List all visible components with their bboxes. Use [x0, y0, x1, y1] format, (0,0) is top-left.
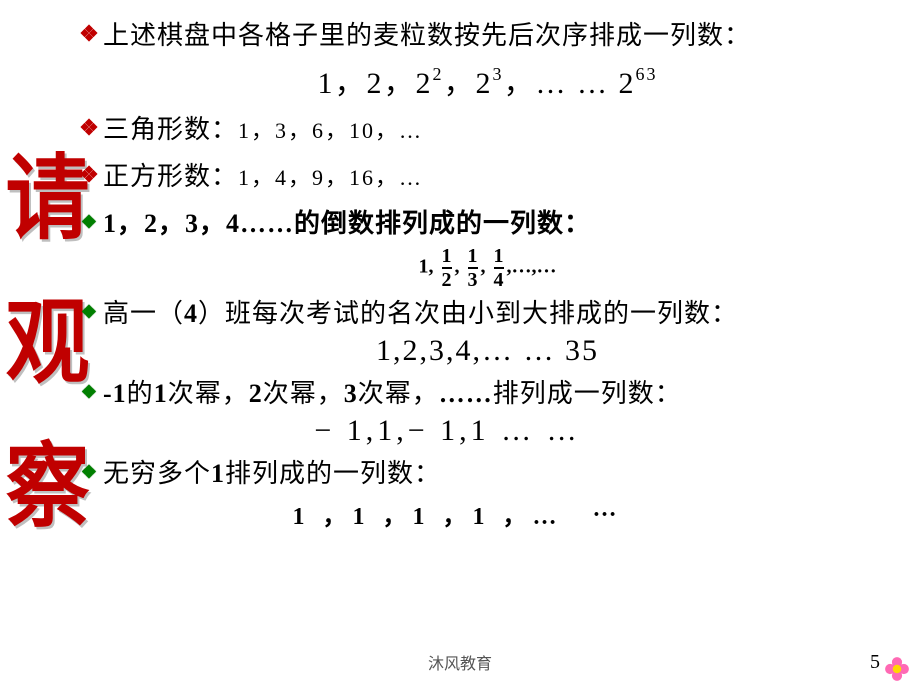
f1-p4: ，… … 2 — [504, 67, 636, 100]
slide: 请 观 察 ❖ 上述棋盘中各格子里的麦粒数按先后次序排成一列数： 1，2，22，… — [0, 0, 920, 690]
text-class-rank: 高一（4）班每次考试的名次由小到大排成的一列数： — [103, 296, 738, 332]
formula-all-ones: 1 ，1 ，1 ，1 ，… … — [15, 496, 900, 531]
text-chessboard: 上述棋盘中各格子里的麦粒数按先后次序排成一列数： — [103, 18, 751, 54]
bullet-red-icon: ❖ — [75, 112, 103, 144]
frac-1-2: 12 — [442, 246, 452, 290]
f1-p0: 1，2，2 — [318, 67, 433, 100]
text-reciprocals: 1，2，3，4……的倒数排列成的一列数： — [103, 206, 591, 242]
text-all-ones: 无穷多个1排列成的一列数： — [103, 456, 441, 492]
line-reciprocals: ❖ 1，2，3，4……的倒数排列成的一列数： — [75, 206, 900, 242]
seq-triangle: 1，3，6，10，… — [238, 118, 423, 143]
f1-s2: 3 — [493, 64, 504, 84]
label-triangle-text: 三角形数： — [103, 115, 238, 144]
bullet-red-icon: ❖ — [75, 18, 103, 50]
f1-s1: 2 — [433, 64, 444, 84]
line-neg1-powers: ❖ -1的1次幂，2次幂，3次幂，……排列成一列数： — [75, 376, 900, 412]
line-class-rank: ❖ 高一（4）班每次考试的名次由小到大排成的一列数： — [75, 296, 900, 332]
formula-neg1-seq: − 1,1,− 1,1 … … — [0, 414, 900, 448]
frac-tail: ,…,… — [507, 256, 557, 278]
bullet-green-icon: ❖ — [75, 206, 103, 238]
content-area: ❖ 上述棋盘中各格子里的麦粒数按先后次序排成一列数： 1，2，22，23，… …… — [75, 18, 900, 531]
frac-lead: 1, — [419, 256, 434, 278]
bullet-green-icon: ❖ — [75, 456, 103, 488]
line-square-numbers: ❖ 正方形数：1，4，9，16，… — [75, 159, 900, 196]
ones-part1: 1 ，1 ，1 ，1 ，… — [293, 496, 563, 531]
text-neg1-powers: -1的1次幂，2次幂，3次幂，……排列成一列数： — [103, 376, 682, 412]
formula-reciprocals: 1, 12, 13, 14,…,… — [75, 246, 900, 290]
f1-p2: ，2 — [444, 67, 493, 100]
seq-square: 1，4，9，16，… — [238, 165, 423, 190]
label-square-text: 正方形数： — [103, 162, 238, 191]
line-chessboard-intro: ❖ 上述棋盘中各格子里的麦粒数按先后次序排成一列数： — [75, 18, 900, 54]
frac-1-3: 13 — [468, 246, 478, 290]
bullet-green-icon: ❖ — [75, 296, 103, 328]
bullet-green-icon: ❖ — [75, 376, 103, 408]
page-number: 5 — [870, 651, 880, 674]
line-triangle-numbers: ❖ 三角形数：1，3，6，10，… — [75, 112, 900, 149]
footer-brand: 沐风教育 — [0, 650, 920, 674]
f1-s3: 63 — [636, 64, 658, 84]
corner-flower-icon — [880, 652, 914, 686]
formula-powers-of-2: 1，2，22，23，… … 263 — [75, 58, 900, 102]
bullet-red-icon: ❖ — [75, 159, 103, 191]
formula-1-to-35: 1,2,3,4,… … 35 — [75, 334, 900, 368]
frac-1-4: 14 — [494, 246, 504, 290]
label-square: 正方形数：1，4，9，16，… — [103, 159, 423, 196]
line-all-ones: ❖ 无穷多个1排列成的一列数： — [75, 456, 900, 492]
ones-part2: … — [593, 496, 623, 531]
label-triangle: 三角形数：1，3，6，10，… — [103, 112, 423, 149]
